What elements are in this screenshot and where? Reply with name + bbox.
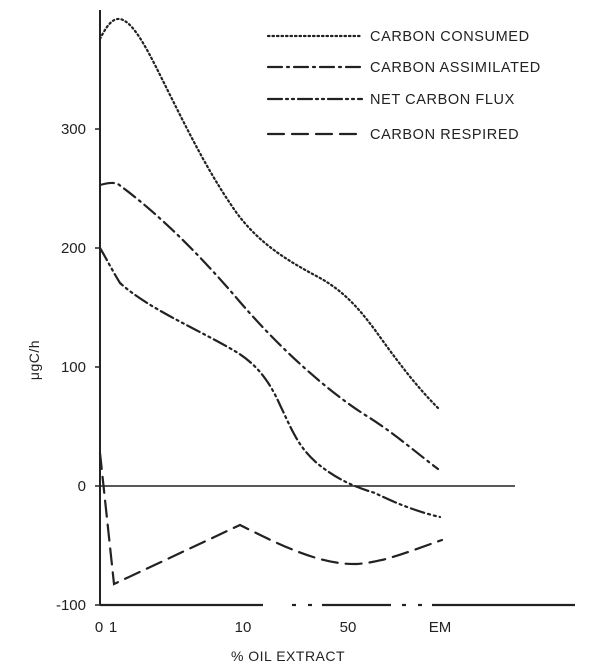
series-carbon-consumed-line (98, 17, 440, 410)
legend-label-carbon-assimilated: CARBON ASSIMILATED (370, 60, 541, 76)
x-axis-label: % OIL EXTRACT (231, 648, 345, 664)
x-tick-label-10: 10 (235, 619, 252, 636)
series-net-carbon-flux-line (98, 246, 442, 519)
y-tick-label-0: 0 (78, 478, 86, 495)
legend: CARBON CONSUMED CARBON ASSIMILATED NET C… (266, 29, 541, 143)
x-tick-label-1: 1 (109, 619, 117, 636)
x-tick-label-50: 50 (340, 619, 357, 636)
y-tick-label-100: 100 (61, 359, 86, 376)
y-tick-label-neg100: -100 (56, 597, 86, 614)
y-tick-label-300: 300 (61, 121, 86, 138)
series-carbon-assimilated-line (98, 181, 440, 471)
y-tick-label-200: 200 (61, 240, 86, 257)
x-tick-label-0: 0 (95, 619, 103, 636)
legend-label-carbon-consumed: CARBON CONSUMED (370, 29, 530, 45)
x-tick-label-em: EM (429, 619, 452, 636)
legend-label-carbon-respired: CARBON RESPIRED (370, 127, 519, 143)
legend-label-net-carbon-flux: NET CARBON FLUX (370, 92, 515, 108)
y-axis-label: μgC/h (26, 340, 42, 380)
y-ticks (95, 128, 100, 606)
series-carbon-respired-line (98, 451, 444, 586)
